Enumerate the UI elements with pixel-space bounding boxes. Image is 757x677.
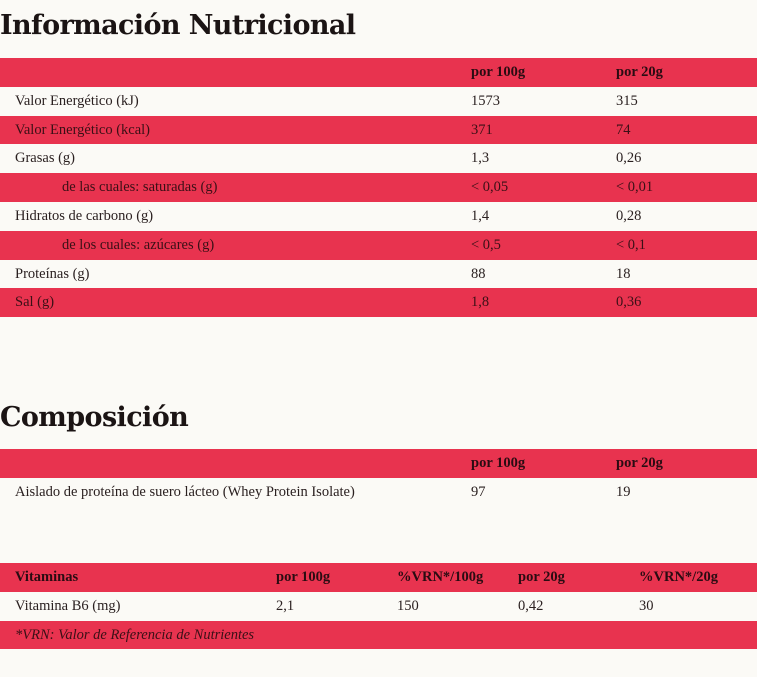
table-row: Valor Energético (kJ) 1573 315 <box>0 87 757 116</box>
table-row: de las cuales: saturadas (g) < 0,05 < 0,… <box>0 173 757 202</box>
row-vrn-20g: 30 <box>639 597 654 614</box>
row-value-20g: < 0,01 <box>616 179 654 196</box>
table-header-row: por 100g por 20g <box>0 449 757 478</box>
row-label: Valor Energético (kcal) <box>15 121 151 138</box>
row-value-20g: 18 <box>616 265 631 282</box>
row-label: Valor Energético (kJ) <box>15 92 139 109</box>
row-label: Vitamina B6 (mg) <box>15 597 121 614</box>
row-value-100g: 1,4 <box>471 207 490 224</box>
row-value-100g: 371 <box>471 121 493 138</box>
nutrition-table: por 100g por 20g Valor Energético (kJ) 1… <box>0 58 757 318</box>
header-per-100g: por 100g <box>276 569 331 585</box>
table-header-row: Vitaminas por 100g %VRN*/100g por 20g %V… <box>0 563 757 592</box>
header-per-20g: por 20g <box>518 569 565 585</box>
table-row: Proteínas (g) 88 18 <box>0 260 757 289</box>
table-row: Valor Energético (kcal) 371 74 <box>0 115 757 145</box>
row-vrn-100g: 150 <box>397 597 419 614</box>
table-header-row: por 100g por 20g <box>0 58 757 87</box>
table-row: Vitamina B6 (mg) 2,1 150 0,42 30 <box>0 592 757 621</box>
header-per-20g: por 20g <box>616 64 663 80</box>
row-label: Sal (g) <box>15 294 55 311</box>
header-vrn-100g: %VRN*/100g <box>397 569 484 585</box>
row-value-100g: < 0,05 <box>471 179 509 196</box>
row-value-20g: 19 <box>616 483 631 500</box>
composition-title: Composición <box>0 402 189 433</box>
row-value-20g: 0,28 <box>616 207 642 224</box>
row-value-100g: < 0,5 <box>471 236 501 253</box>
table-row: Sal (g) 1,8 0,36 <box>0 288 757 318</box>
row-value-100g: 88 <box>471 265 486 282</box>
row-label: de los cuales: azúcares (g) <box>62 236 215 253</box>
table-row: Aislado de proteína de suero lácteo (Whe… <box>0 478 757 507</box>
row-label: Grasas (g) <box>15 150 75 167</box>
row-value-100g: 1,3 <box>471 150 490 167</box>
row-label: Aislado de proteína de suero lácteo (Whe… <box>15 483 355 500</box>
row-label: Proteínas (g) <box>15 265 90 282</box>
row-value-100g: 2,1 <box>276 597 295 614</box>
row-value-20g: 74 <box>616 121 631 138</box>
row-label: de las cuales: saturadas (g) <box>62 179 218 196</box>
vitamins-table: Vitaminas por 100g %VRN*/100g por 20g %V… <box>0 563 757 650</box>
header-per-100g: por 100g <box>471 64 526 80</box>
row-value-100g: 1573 <box>471 92 500 109</box>
footnote-row: *VRN: Valor de Referencia de Nutrientes <box>0 620 757 650</box>
vrn-footnote: *VRN: Valor de Referencia de Nutrientes <box>15 626 255 643</box>
header-vrn-20g: %VRN*/20g <box>639 569 718 585</box>
header-per-20g: por 20g <box>616 455 663 471</box>
row-value-100g: 97 <box>471 483 486 500</box>
row-value-20g: 0,42 <box>518 597 544 614</box>
header-per-100g: por 100g <box>471 455 526 471</box>
table-row: Hidratos de carbono (g) 1,4 0,28 <box>0 202 757 231</box>
row-value-20g: < 0,1 <box>616 236 646 253</box>
row-value-20g: 0,26 <box>616 150 642 167</box>
row-value-20g: 315 <box>616 92 638 109</box>
table-row: de los cuales: azúcares (g) < 0,5 < 0,1 <box>0 230 757 260</box>
row-value-20g: 0,36 <box>616 294 642 311</box>
header-vitamins: Vitaminas <box>15 569 79 585</box>
table-row: Grasas (g) 1,3 0,26 <box>0 144 757 173</box>
nutrition-title: Información Nutricional <box>0 10 356 41</box>
row-label: Hidratos de carbono (g) <box>15 207 154 224</box>
composition-table: por 100g por 20g Aislado de proteína de … <box>0 449 757 507</box>
row-value-100g: 1,8 <box>471 294 490 311</box>
